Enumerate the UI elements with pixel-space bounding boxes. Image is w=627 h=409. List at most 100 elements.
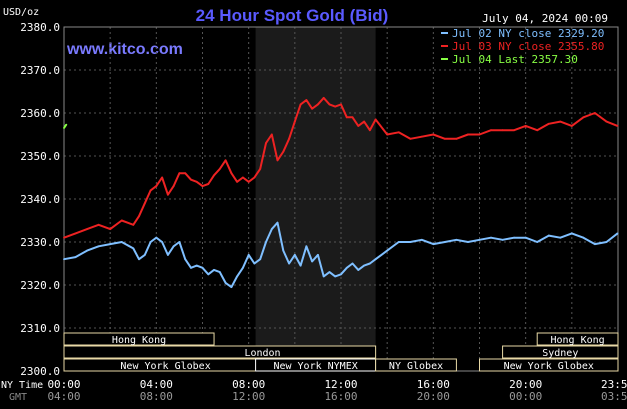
- data-point-jul03: [605, 120, 608, 123]
- session-box: [536, 332, 619, 346]
- data-point-jul03: [311, 107, 314, 110]
- session-label: London: [244, 348, 280, 359]
- data-point-jul03: [97, 223, 100, 226]
- x-tick-label-gmt: 08:00: [140, 390, 173, 403]
- data-point-jul03: [357, 125, 360, 127]
- session-box: [502, 345, 619, 359]
- data-point-jul02: [536, 241, 539, 243]
- y-tick-label: 2330.0: [20, 236, 60, 249]
- data-point-jul02: [397, 241, 400, 243]
- data-point-jul03: [161, 176, 164, 179]
- x-tick-label-ny: 23:59: [601, 378, 627, 391]
- data-point-jul02: [97, 245, 100, 248]
- data-point-jul02: [236, 275, 239, 278]
- data-point-jul02: [345, 266, 348, 269]
- data-point-jul02: [559, 236, 562, 239]
- chart-date: July 04, 2024 00:09: [482, 12, 608, 25]
- data-point-jul03: [299, 103, 302, 106]
- legend-label-jul02: Jul 02 NY close 2329.20: [452, 27, 604, 40]
- y-tick-label: 2300.0: [20, 365, 60, 378]
- data-point-jul02: [524, 236, 527, 239]
- session-label: NY Globex: [389, 361, 443, 372]
- data-point-jul02: [259, 258, 262, 261]
- x-tick-label-gmt: 20:00: [417, 390, 450, 403]
- data-point-jul02: [467, 241, 469, 243]
- data-point-jul02: [63, 258, 65, 261]
- x-tick-label-gmt: 16:00: [324, 390, 357, 403]
- session-label: Hong Kong: [112, 335, 166, 346]
- data-point-jul02: [547, 234, 550, 237]
- data-point-jul03: [224, 159, 227, 162]
- data-point-jul03: [490, 129, 492, 132]
- data-point-jul02: [374, 258, 377, 261]
- data-point-jul02: [443, 241, 446, 243]
- data-point-jul02: [161, 241, 164, 243]
- data-point-jul02: [224, 281, 227, 284]
- data-point-jul03: [218, 168, 221, 170]
- data-point-jul02: [230, 286, 233, 289]
- data-point-jul02: [293, 254, 296, 256]
- x-axis-ny-time-label: NY Time: [1, 380, 43, 391]
- x-tick-label-gmt: 04:00: [47, 390, 80, 403]
- data-point-jul02: [311, 260, 314, 263]
- website-label: www.kitco.com: [66, 41, 183, 58]
- data-point-jul02: [288, 262, 290, 265]
- data-point-jul02: [455, 238, 458, 241]
- data-point-jul03: [253, 176, 256, 179]
- data-point-jul03: [288, 137, 290, 140]
- y-tick-label: 2370.0: [20, 64, 60, 77]
- data-point-jul03: [247, 180, 250, 183]
- data-point-jul02: [386, 249, 389, 252]
- session-layer: Hong Kong London New York Globex New York N…: [63, 332, 619, 372]
- data-point-jul03: [305, 99, 308, 101]
- data-point-jul02: [328, 271, 331, 273]
- session-label: Hong Kong: [551, 335, 605, 346]
- data-point-jul03: [213, 174, 215, 177]
- data-point-jul03: [236, 180, 239, 183]
- data-point-jul02: [149, 241, 152, 243]
- data-point-jul02: [570, 232, 573, 235]
- data-point-jul03: [536, 129, 539, 132]
- data-point-jul02: [478, 238, 481, 241]
- data-point-jul02: [276, 221, 279, 224]
- data-point-jul03: [265, 142, 267, 145]
- data-point-jul02: [247, 254, 250, 256]
- data-point-jul02: [143, 254, 146, 256]
- data-point-jul03: [616, 125, 619, 127]
- series-line-jul03: [63, 96, 618, 239]
- legend-label-jul03: Jul 03 NY close 2355.80: [452, 40, 604, 53]
- data-point-jul04: [63, 127, 65, 129]
- data-point-jul02: [270, 228, 273, 231]
- data-point-jul02: [594, 243, 596, 246]
- x-tick-label-gmt: 03:59: [601, 390, 627, 403]
- data-point-jul02: [166, 254, 169, 256]
- data-point-jul02: [86, 249, 88, 252]
- data-point-jul04: [65, 123, 68, 126]
- data-point-jul03: [149, 189, 152, 192]
- x-tick-label-ny: 04:00: [140, 378, 173, 391]
- y-tick-label: 2350.0: [20, 150, 60, 163]
- data-point-jul03: [241, 176, 244, 179]
- data-point-jul02: [409, 241, 412, 243]
- data-point-jul03: [368, 129, 371, 132]
- y-tick-label: 2380.0: [20, 21, 60, 34]
- data-point-jul02: [172, 245, 175, 248]
- data-point-jul02: [420, 238, 423, 241]
- data-point-jul03: [467, 133, 469, 136]
- data-point-jul03: [109, 228, 112, 231]
- data-point-jul03: [63, 236, 65, 239]
- data-point-jul03: [184, 172, 187, 175]
- data-point-jul03: [328, 103, 331, 106]
- data-point-jul03: [166, 193, 169, 196]
- legend-label-jul04: Jul 04 Last 2357.30: [452, 53, 578, 66]
- data-point-jul03: [178, 172, 181, 175]
- data-point-jul03: [559, 120, 562, 123]
- data-point-jul02: [501, 238, 504, 241]
- data-point-jul03: [397, 131, 400, 134]
- data-point-jul03: [524, 125, 527, 127]
- data-point-jul02: [299, 264, 302, 267]
- data-point-jul03: [172, 185, 175, 188]
- data-point-jul02: [213, 269, 215, 271]
- data-point-jul02: [317, 254, 319, 256]
- x-tick-label-ny: 16:00: [417, 378, 450, 391]
